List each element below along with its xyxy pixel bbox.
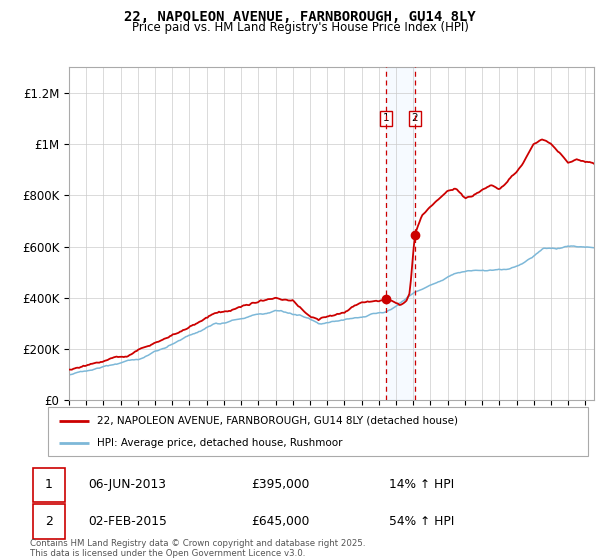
FancyBboxPatch shape	[33, 468, 65, 502]
Text: 06-JUN-2013: 06-JUN-2013	[88, 478, 166, 492]
Text: HPI: Average price, detached house, Rushmoor: HPI: Average price, detached house, Rush…	[97, 437, 342, 447]
Text: 54% ↑ HPI: 54% ↑ HPI	[389, 515, 454, 528]
Text: £645,000: £645,000	[251, 515, 309, 528]
Text: 2: 2	[45, 515, 53, 528]
Text: Price paid vs. HM Land Registry's House Price Index (HPI): Price paid vs. HM Land Registry's House …	[131, 21, 469, 34]
Text: £395,000: £395,000	[251, 478, 309, 492]
Text: Contains HM Land Registry data © Crown copyright and database right 2025.
This d: Contains HM Land Registry data © Crown c…	[30, 539, 365, 558]
Text: 02-FEB-2015: 02-FEB-2015	[88, 515, 167, 528]
FancyBboxPatch shape	[33, 504, 65, 539]
Text: 22, NAPOLEON AVENUE, FARNBOROUGH, GU14 8LY: 22, NAPOLEON AVENUE, FARNBOROUGH, GU14 8…	[124, 10, 476, 24]
FancyBboxPatch shape	[48, 407, 588, 456]
Text: 14% ↑ HPI: 14% ↑ HPI	[389, 478, 454, 492]
Text: 1: 1	[383, 114, 389, 123]
Bar	[386, 67, 415, 400]
Text: 1: 1	[45, 478, 53, 492]
Text: 22, NAPOLEON AVENUE, FARNBOROUGH, GU14 8LY (detached house): 22, NAPOLEON AVENUE, FARNBOROUGH, GU14 8…	[97, 416, 458, 426]
Text: 2: 2	[412, 114, 418, 123]
